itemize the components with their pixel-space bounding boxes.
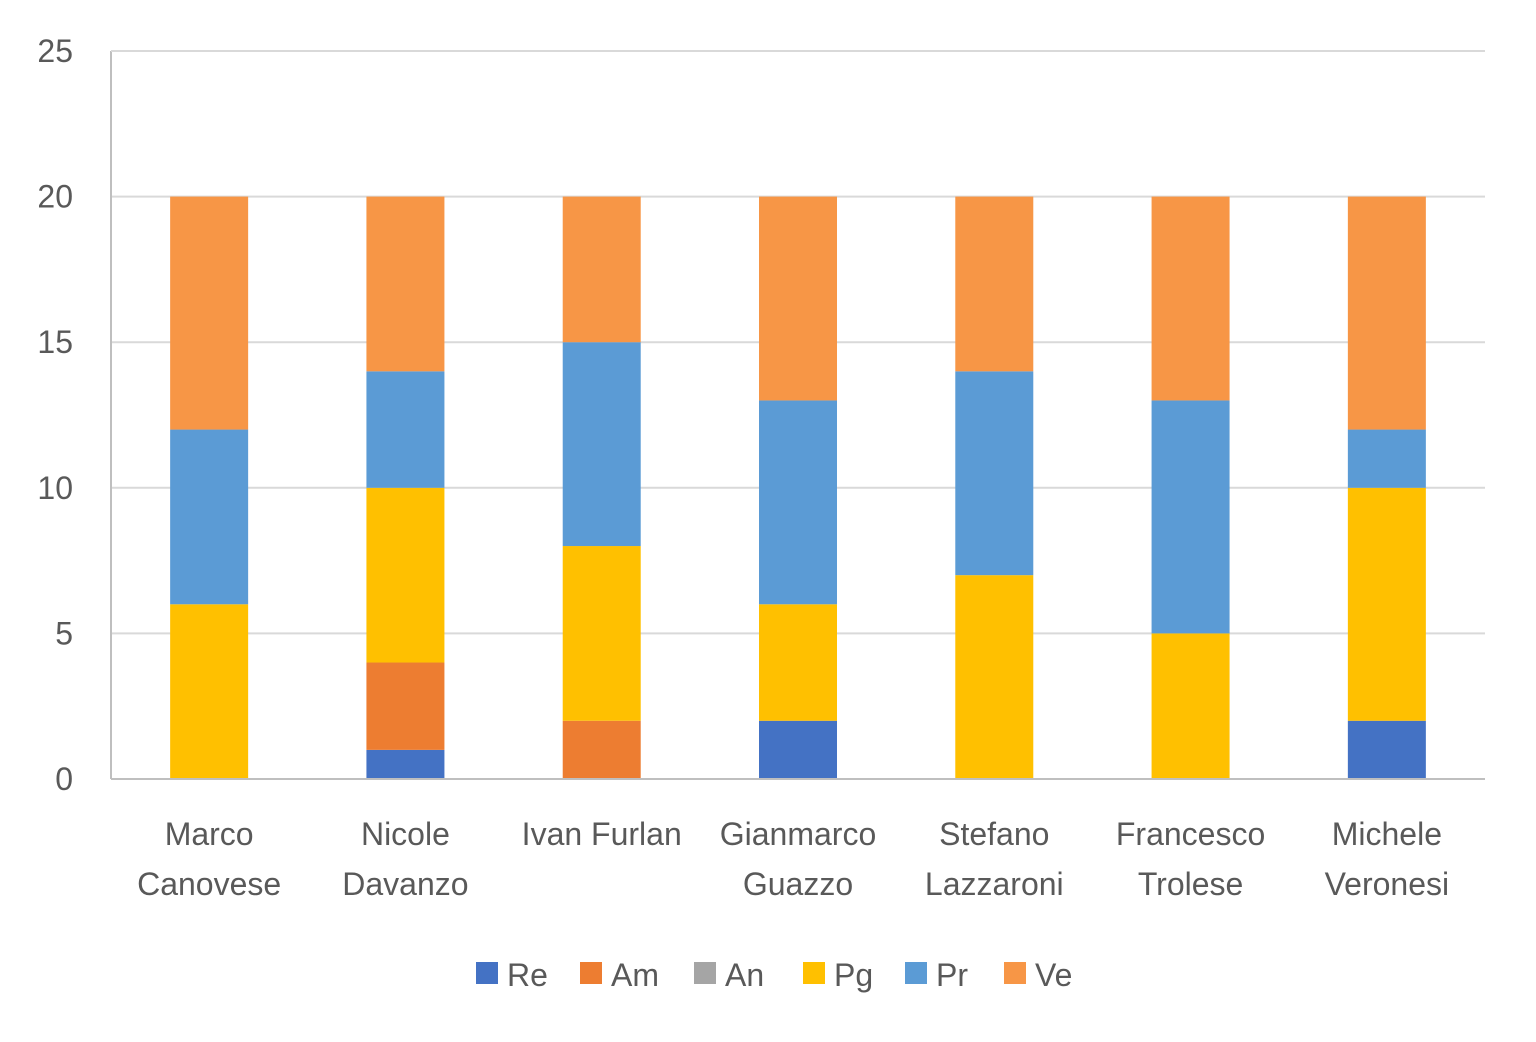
bar-segment-pr bbox=[366, 371, 445, 488]
x-category-label: Francesco Trolese bbox=[1116, 816, 1265, 902]
legend-label-ve: Ve bbox=[1035, 957, 1072, 993]
legend: Re Am An Pg Pr Ve bbox=[476, 957, 1072, 993]
bar-segment-pr bbox=[955, 371, 1034, 576]
bar-segment-re bbox=[1347, 720, 1426, 779]
x-category-label: Michele Veronesi bbox=[1325, 816, 1450, 902]
bar-segment-ve bbox=[366, 196, 445, 372]
y-tick-label: 20 bbox=[37, 179, 73, 215]
legend-label-am: Am bbox=[611, 957, 659, 993]
bar-segment-ve bbox=[562, 196, 641, 343]
legend-swatch-ve bbox=[1004, 962, 1026, 984]
bar-segment-am bbox=[562, 720, 641, 779]
bar-segment-pg bbox=[170, 604, 249, 779]
bar-segment-am bbox=[366, 662, 445, 750]
axes bbox=[110, 50, 1485, 780]
y-tick-label: 10 bbox=[37, 470, 73, 506]
bar-segment-pr bbox=[1151, 400, 1230, 634]
bar-segment-ve bbox=[1151, 196, 1230, 401]
legend-label-re: Re bbox=[507, 957, 548, 993]
legend-label-an: An bbox=[725, 957, 764, 993]
legend-label-pg: Pg bbox=[834, 957, 873, 993]
legend-label-pr: Pr bbox=[936, 957, 968, 993]
x-category-label: Marco Canovese bbox=[137, 816, 281, 902]
y-tick-label: 0 bbox=[55, 761, 73, 797]
y-tick-label: 5 bbox=[55, 615, 73, 651]
bar-segment-pg bbox=[759, 604, 837, 721]
x-category-label: Nicole Davanzo bbox=[342, 816, 468, 902]
bar-segment-pg bbox=[1151, 633, 1230, 779]
bar-segment-ve bbox=[170, 196, 249, 430]
bar-segment-pr bbox=[170, 429, 249, 605]
bar-segment-pr bbox=[759, 400, 837, 605]
bar-segment-pg bbox=[1347, 487, 1426, 721]
bar-segment-ve bbox=[955, 196, 1034, 372]
legend-swatch-pr bbox=[905, 962, 927, 984]
bar-segment-ve bbox=[759, 196, 837, 401]
y-tick-label: 15 bbox=[37, 324, 73, 360]
legend-swatch-am bbox=[580, 962, 602, 984]
bar-segment-pg bbox=[562, 546, 641, 721]
y-tick-label: 25 bbox=[37, 33, 73, 69]
bar-segment-re bbox=[366, 749, 445, 779]
x-category-labels: Marco Canovese Nicole Davanzo Ivan Furlan Gia… bbox=[137, 816, 1449, 902]
bar-segment-pg bbox=[955, 575, 1034, 779]
bar-segment-pr bbox=[1347, 429, 1426, 488]
legend-swatch-re bbox=[476, 962, 498, 984]
bars bbox=[170, 196, 1426, 779]
bar-segment-re bbox=[759, 720, 837, 779]
x-category-label: Gianmarco Guazzo bbox=[720, 816, 877, 902]
legend-swatch-pg bbox=[803, 962, 825, 984]
x-category-label: Stefano Lazzaroni bbox=[925, 816, 1064, 902]
bar-segment-pr bbox=[562, 342, 641, 547]
bar-segment-ve bbox=[1347, 196, 1426, 430]
x-category-label: Ivan Furlan bbox=[522, 816, 682, 852]
y-tick-labels: 0 5 10 15 20 25 bbox=[37, 33, 73, 797]
legend-swatch-an bbox=[694, 962, 716, 984]
bar-segment-pg bbox=[366, 487, 445, 663]
